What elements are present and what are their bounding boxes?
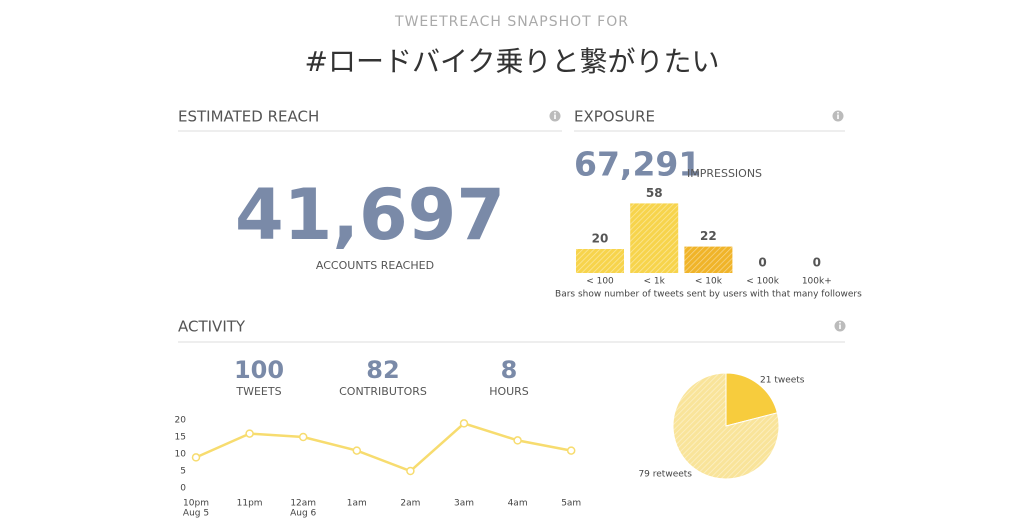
- exposure-value: 67,291: [574, 145, 701, 184]
- x-tick-label: < 10k: [695, 277, 723, 287]
- note: Bars show number of tweets sent by users…: [555, 290, 862, 300]
- x-tick-label: 4am: [508, 499, 528, 509]
- value-label: 0: [813, 256, 821, 270]
- reach-label: ACCOUNTS REACHED: [316, 259, 434, 272]
- value-label: 58: [646, 186, 663, 200]
- stat-value: 100: [234, 356, 284, 384]
- slice-label: 79 retweets: [638, 470, 692, 480]
- stat-label: HOURS: [489, 385, 529, 398]
- value-label: 20: [592, 232, 609, 246]
- pie-hatch: [673, 373, 780, 479]
- x-tick-label: 3am: [454, 499, 474, 509]
- stat-value: 8: [501, 356, 518, 384]
- y-tick-label: 15: [175, 433, 186, 443]
- stat-value: 82: [366, 356, 399, 384]
- exposure-label: IMPRESSIONS: [687, 167, 762, 180]
- x-tick-label: < 100: [586, 277, 614, 287]
- title: #ロードバイク乗りと繋がりたい: [305, 45, 720, 78]
- x-tick-label: 11pm: [237, 499, 263, 509]
- value-label: 0: [758, 256, 766, 270]
- x-tick-label: 5am: [561, 499, 581, 509]
- stat-label: TWEETS: [235, 385, 281, 398]
- x-tick-sublabel: Aug 5: [183, 509, 209, 519]
- section-heading: EXPOSURE: [574, 108, 655, 126]
- line: [195, 421, 572, 473]
- y-tick-label: 20: [175, 416, 187, 426]
- pie-slice: [725, 372, 778, 427]
- info-icon[interactable]: [549, 110, 561, 122]
- slice-label: 21 tweets: [760, 376, 805, 386]
- x-tick-label: 100k+: [802, 277, 832, 287]
- point: [513, 436, 522, 445]
- x-tick-sublabel: Aug 6: [290, 509, 316, 519]
- bar-hatch: [630, 203, 679, 273]
- kicker: TWEETREACH SNAPSHOT FOR: [394, 14, 629, 30]
- point: [406, 466, 415, 476]
- y-tick-label: 0: [180, 484, 186, 494]
- x-tick-label: 2am: [400, 499, 420, 509]
- point: [352, 446, 362, 455]
- x-tick-label: 10pm: [183, 499, 209, 509]
- bar-hatch: [684, 246, 733, 273]
- section-heading: ESTIMATED REACH: [178, 108, 319, 126]
- stat-label: CONTRIBUTORS: [339, 385, 427, 398]
- point: [245, 429, 254, 438]
- section-heading: ACTIVITY: [178, 318, 246, 336]
- x-tick-label: < 100k: [746, 277, 780, 287]
- point: [459, 419, 469, 428]
- bar-hatch: [576, 249, 624, 273]
- y-tick-label: 5: [180, 467, 186, 477]
- x-tick-label: 12am: [290, 499, 316, 509]
- reach-value: 41,697: [235, 174, 505, 256]
- x-tick-label: 1am: [347, 499, 367, 509]
- y-tick-label: 10: [175, 450, 187, 460]
- value-label: 22: [700, 229, 717, 243]
- point: [298, 432, 308, 442]
- point: [566, 446, 576, 455]
- info-icon[interactable]: [834, 320, 846, 332]
- info-icon[interactable]: [832, 110, 844, 122]
- point: [191, 453, 201, 462]
- x-tick-label: < 1k: [644, 277, 666, 287]
